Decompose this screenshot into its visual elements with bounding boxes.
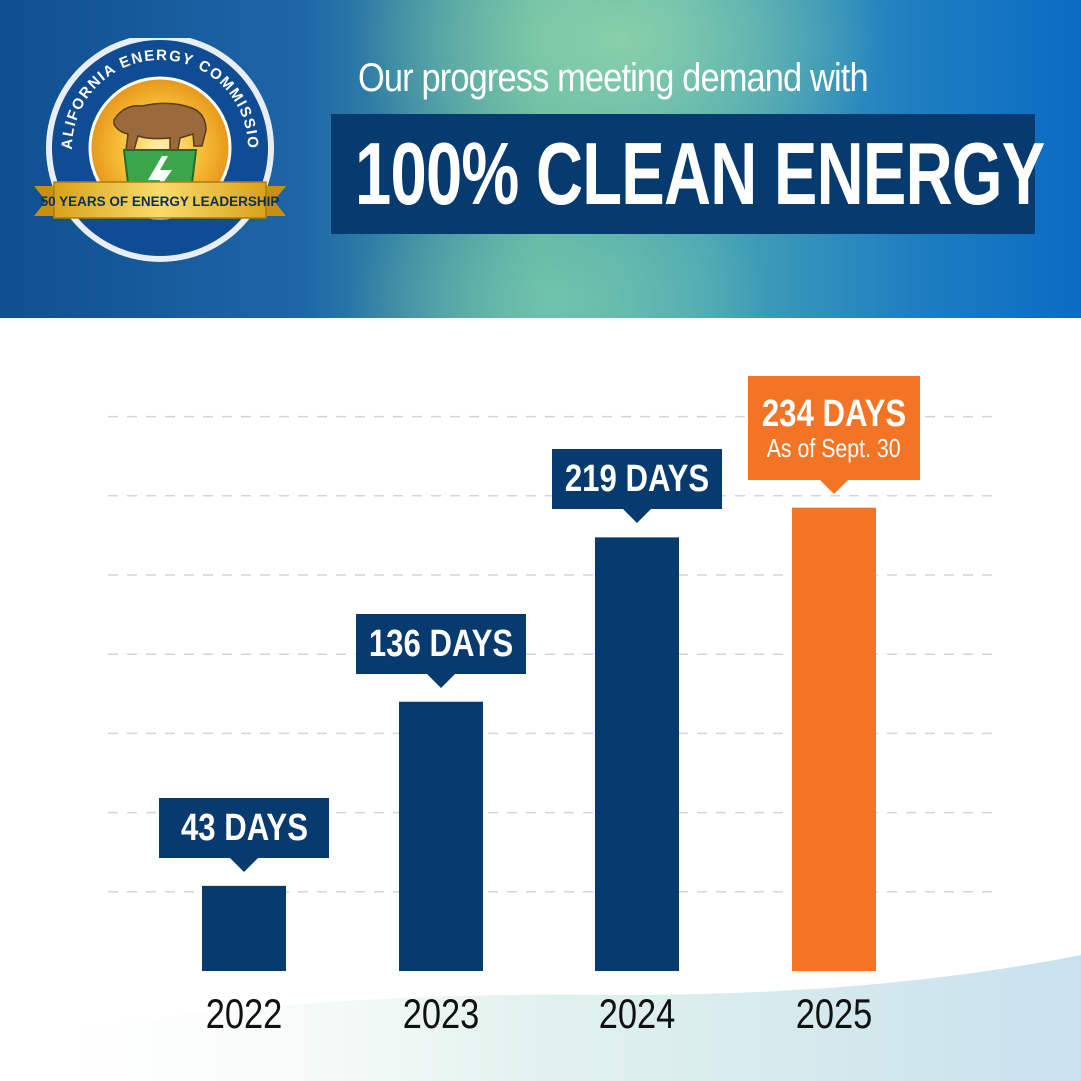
data-label-value: 234 DAYS [761, 392, 907, 435]
label-pointer [623, 509, 651, 524]
label-pointer [230, 857, 258, 872]
title-box: 100% CLEAN ENERGY [331, 114, 1045, 234]
bar-2025 [792, 507, 876, 971]
subtitle: Our progress meeting demand with [358, 56, 869, 100]
data-label-2024: 219 DAYS [552, 449, 722, 524]
data-label-value: 219 DAYS [564, 458, 710, 501]
data-label-value: 136 DAYS [368, 622, 514, 665]
page-title: 100% CLEAN ENERGY [355, 124, 1045, 223]
data-label-2022: 43 DAYS [159, 797, 329, 872]
bar-2022 [202, 885, 286, 971]
label-pointer [427, 673, 455, 688]
bear-icon [113, 102, 207, 151]
logo-ribbon-text: 50 YEARS OF ENERGY LEADERSHIP [41, 194, 280, 209]
data-label-value: 43 DAYS [180, 806, 308, 849]
commission-logo: CALIFORNIA ENERGY COMMISSION 50 YEARS OF… [30, 38, 286, 262]
logo-ribbon: 50 YEARS OF ENERGY LEADERSHIP [34, 181, 286, 219]
data-label-2025: 234 DAYS As of Sept. 30 [748, 375, 920, 494]
x-tick-label: 2023 [402, 990, 480, 1037]
bar-2023 [399, 701, 483, 971]
x-tick-label: 2024 [598, 990, 676, 1037]
x-tick-label: 2022 [205, 990, 283, 1037]
decorative-wave [0, 955, 1081, 1081]
x-tick-label: 2025 [795, 990, 873, 1037]
data-label-2023: 136 DAYS [356, 613, 526, 688]
header-banner: CALIFORNIA ENERGY COMMISSION 50 YEARS OF… [0, 0, 1081, 318]
bar-2024 [595, 537, 679, 971]
data-label-note: As of Sept. 30 [767, 432, 901, 463]
bars [202, 507, 876, 971]
label-pointer [820, 479, 848, 494]
